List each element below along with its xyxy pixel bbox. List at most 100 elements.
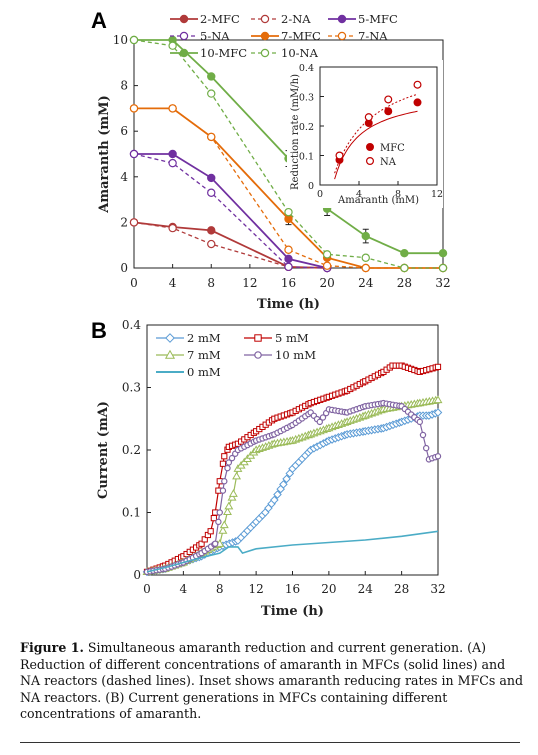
panel-a-x-tick-label: 16 bbox=[281, 276, 296, 290]
inset-point-na bbox=[413, 80, 422, 89]
panel-b-point-7-mm bbox=[227, 492, 237, 501]
panel-a-point-7-na bbox=[207, 132, 216, 142]
inset-y-tick-label: 0.2 bbox=[299, 122, 314, 133]
panel-b-point-10-mm bbox=[224, 464, 231, 472]
panel-b-point-7-mm bbox=[232, 471, 242, 480]
panel-b-legend-label-5-mm: 5 mM bbox=[275, 331, 309, 345]
inset-x-tick-label: 0 bbox=[317, 189, 323, 200]
panel-b-point-5-mm bbox=[219, 460, 227, 467]
panel-a-point-5-na bbox=[207, 188, 216, 197]
panel-b-y-axis-label: Current (mA) bbox=[96, 401, 111, 499]
panel-a-x-tick-label: 12 bbox=[242, 276, 257, 290]
panel-a-label: A bbox=[91, 8, 107, 33]
inset-point-mfc bbox=[413, 98, 422, 107]
panel-b-point-7-mm bbox=[219, 520, 229, 529]
panel-a-legend-marker-5-na bbox=[179, 31, 189, 41]
caption-divider bbox=[20, 742, 520, 743]
panel-a-y-tick-label: 0 bbox=[120, 261, 128, 275]
panel-a-legend-label-5-na: 5-NA bbox=[200, 29, 230, 43]
panel-b-legend-label-2-mm: 2 mM bbox=[187, 331, 221, 345]
panel-a-point-10-na bbox=[168, 41, 177, 50]
panel-a-point-10-na bbox=[284, 207, 293, 217]
panel-a-point-7-mfc bbox=[284, 214, 293, 224]
panel-b-point-10-mm bbox=[316, 418, 323, 426]
panel-a-y-tick-label: 8 bbox=[120, 79, 128, 93]
panel-b-point-2-mm bbox=[282, 474, 291, 484]
panel-a-point-7-na bbox=[361, 263, 370, 273]
inset-point-na bbox=[364, 113, 373, 122]
panel-b-point-10-mm bbox=[319, 414, 327, 421]
inset-point-na bbox=[384, 95, 393, 104]
inset-y-tick-label: 0.3 bbox=[299, 93, 314, 104]
inset-y-axis-label: Reduction rate (mM/h) bbox=[290, 74, 301, 190]
inset-legend-label-mfc: MFC bbox=[380, 143, 405, 154]
panel-b-legend-marker-10-mm bbox=[254, 351, 262, 359]
panel-a-point-7-na bbox=[168, 104, 177, 113]
panel-a-point-10-na bbox=[207, 89, 216, 98]
panel-b-point-7-mm bbox=[218, 526, 228, 534]
panel-a-x-tick-label: 28 bbox=[397, 276, 412, 290]
panel-a-point-10-mfc bbox=[361, 231, 370, 241]
panel-a-point-10-mfc bbox=[400, 248, 409, 258]
panel-b-point-2-mm bbox=[270, 495, 279, 505]
panel-b-point-2-mm bbox=[273, 490, 282, 499]
panel-a-point-10-na bbox=[400, 263, 409, 273]
caption-text: Simultaneous amaranth reduction and curr… bbox=[20, 640, 524, 722]
panel-a-x-tick-label: 8 bbox=[207, 276, 215, 290]
panel-a-legend-marker-10-na bbox=[260, 48, 270, 58]
panel-b-x-tick-label: 24 bbox=[358, 582, 374, 596]
panel-b-point-10-mm bbox=[221, 478, 228, 485]
panel-a-y-tick-label: 2 bbox=[120, 215, 128, 229]
panel-a-point-7-na bbox=[322, 261, 332, 270]
panel-b-point-10-mm bbox=[212, 540, 219, 547]
panel-b-point-7-mm bbox=[433, 395, 443, 404]
panel-a-y-tick-label: 4 bbox=[120, 170, 128, 184]
panel-a-legend-marker-7-mfc bbox=[260, 31, 270, 41]
panel-a-point-10-na bbox=[322, 250, 332, 259]
panel-b-legend-label-7-mm: 7 mM bbox=[187, 348, 221, 362]
panel-a-point-7-na bbox=[129, 104, 139, 113]
panel-a-point-10-mfc bbox=[207, 72, 216, 81]
panel-a-point-10-na bbox=[129, 35, 139, 45]
panel-b-point-5-mm bbox=[210, 515, 217, 522]
panel-a-legend-marker-2-na bbox=[260, 14, 270, 24]
panel-b-point-2-mm bbox=[433, 408, 443, 417]
inset-legend-marker-na bbox=[366, 157, 375, 166]
panel-a-point-2-na bbox=[129, 218, 139, 227]
panel-a-legend-marker-10-mfc bbox=[179, 48, 189, 58]
panel-a-y-tick-label: 10 bbox=[113, 33, 128, 47]
panel-b-point-10-mm bbox=[225, 459, 233, 466]
panel-a-legend-label-2-mfc: 2-MFC bbox=[200, 12, 240, 26]
inset-x-tick-label: 8 bbox=[395, 189, 401, 200]
panel-a-y-tick-label: 6 bbox=[120, 124, 128, 138]
panel-a-point-5-na bbox=[284, 262, 293, 272]
panel-a-point-5-mfc bbox=[207, 173, 216, 183]
inset-x-tick-label: 4 bbox=[356, 189, 362, 200]
panel-b-x-tick-label: 0 bbox=[143, 582, 151, 596]
panel-a-legend-label-5-mfc: 5-MFC bbox=[358, 12, 398, 26]
panel-b-x-axis-label: Time (h) bbox=[261, 604, 324, 619]
panel-b-x-tick-label: 16 bbox=[285, 582, 300, 596]
inset-fit-line-na bbox=[334, 93, 418, 174]
panel-a-point-5-mfc bbox=[168, 149, 177, 159]
panel-b-point-10-mm bbox=[434, 453, 442, 460]
panel-b-series-line-0-mm bbox=[146, 530, 439, 573]
panel-a-legend-marker-5-mfc bbox=[337, 14, 347, 24]
panel-b-point-10-mm bbox=[422, 444, 430, 452]
caption-label: Figure 1. bbox=[20, 640, 84, 655]
panel-a-point-2-mfc bbox=[207, 226, 216, 235]
panel-b-point-10-mm bbox=[215, 518, 222, 526]
panel-a-legend-label-7-na: 7-NA bbox=[358, 29, 388, 43]
panel-b-point-2-mm bbox=[279, 480, 288, 489]
panel-b-point-10-mm bbox=[228, 454, 236, 462]
panel-a-point-7-na bbox=[284, 245, 293, 254]
inset-x-axis-label: Amaranth (mM) bbox=[337, 195, 419, 206]
inset-legend-label-na: NA bbox=[380, 157, 397, 168]
inset-legend-marker-mfc bbox=[366, 143, 375, 152]
panel-b-x-tick-label: 8 bbox=[216, 582, 224, 596]
inset-point-na bbox=[335, 151, 344, 160]
panel-a-x-tick-label: 24 bbox=[358, 276, 374, 290]
panel-b-legend-marker-5-mm bbox=[254, 334, 262, 342]
